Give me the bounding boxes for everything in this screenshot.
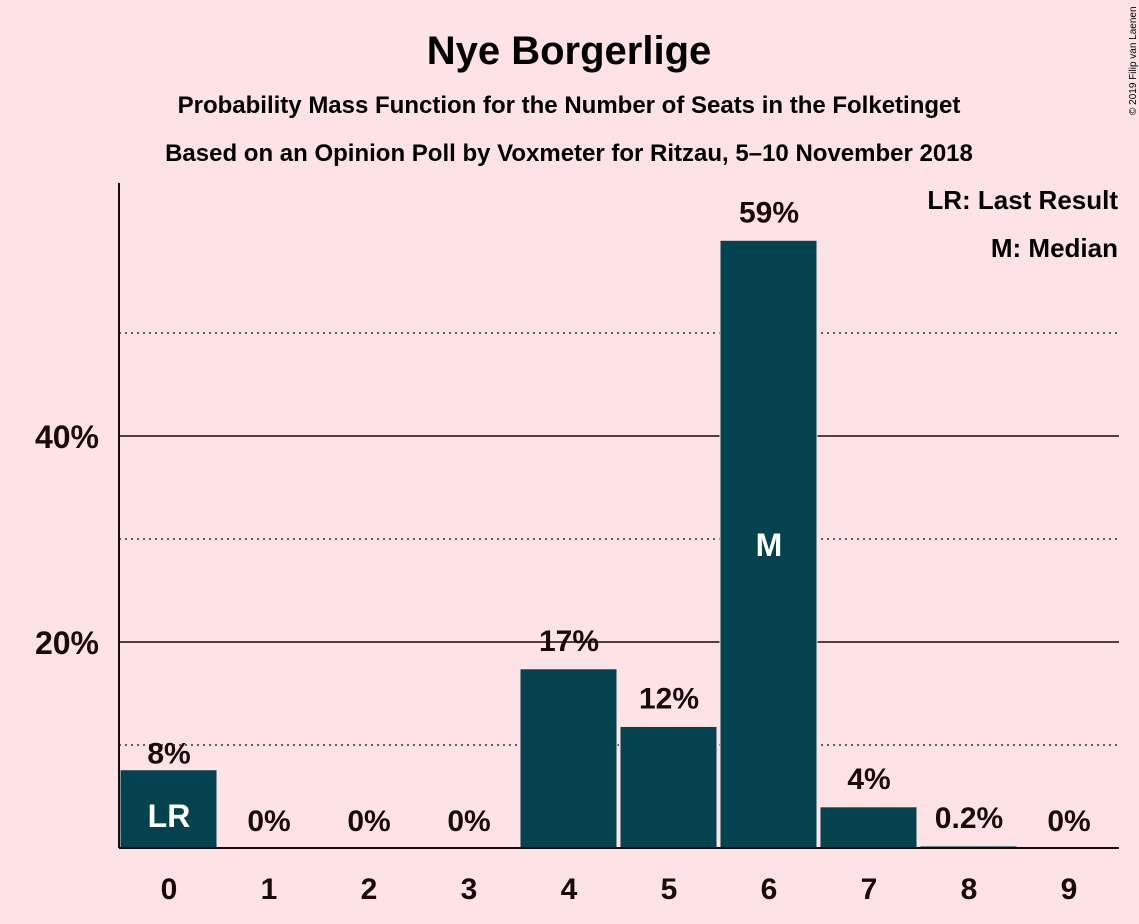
data-label-seats-1: 0% bbox=[247, 805, 290, 838]
data-label-seats-3: 0% bbox=[447, 805, 490, 838]
data-label-seats-0: 8% bbox=[147, 738, 190, 771]
x-tick-label: 7 bbox=[861, 873, 878, 906]
chart-subtitle-2: Based on an Opinion Poll by Voxmeter for… bbox=[165, 140, 973, 167]
data-label-seats-8: 0.2% bbox=[935, 802, 1003, 835]
data-label-seats-5: 12% bbox=[639, 682, 699, 715]
bar-seats-5 bbox=[619, 725, 718, 849]
x-tick-label: 9 bbox=[1061, 873, 1078, 906]
data-label-seats-9: 0% bbox=[1047, 805, 1090, 838]
x-tick-label: 1 bbox=[261, 873, 278, 906]
last-result-marker: LR bbox=[148, 798, 191, 834]
data-label-seats-2: 0% bbox=[347, 805, 390, 838]
x-tick-labels: 0 1 2 3 4 5 6 7 8 9 bbox=[161, 873, 1078, 906]
copyright-text: © 2019 Filip van Laenen bbox=[1128, 6, 1139, 115]
data-label-seats-6: 59% bbox=[739, 196, 799, 229]
legend-last-result: LR: Last Result bbox=[927, 185, 1118, 215]
x-tick-label: 2 bbox=[361, 873, 378, 906]
data-labels: 8% LR 0% 0% 0% 17% 12% 59% M 4% 0.2% 0% bbox=[147, 196, 1090, 838]
legend-median: M: Median bbox=[991, 233, 1118, 263]
x-tick-label: 0 bbox=[161, 873, 178, 906]
median-marker: M bbox=[756, 527, 783, 563]
bar-seats-0 bbox=[119, 769, 218, 849]
x-tick-label: 4 bbox=[561, 873, 578, 906]
bar-seats-4 bbox=[519, 668, 618, 849]
y-tick-label: 20% bbox=[35, 625, 99, 661]
y-tick-labels: 20% 40% bbox=[35, 419, 99, 661]
bars bbox=[119, 239, 1018, 849]
chart-subtitle: Probability Mass Function for the Number… bbox=[178, 92, 961, 119]
bar-seats-6 bbox=[719, 239, 818, 849]
data-label-seats-7: 4% bbox=[847, 763, 890, 796]
x-tick-label: 3 bbox=[461, 873, 478, 906]
x-tick-label: 6 bbox=[761, 873, 778, 906]
gridlines bbox=[119, 332, 1119, 746]
y-tick-label: 40% bbox=[35, 419, 99, 455]
x-tick-label: 8 bbox=[961, 873, 978, 906]
bar-seats-7 bbox=[819, 806, 918, 849]
chart-title: Nye Borgerlige bbox=[427, 29, 712, 73]
data-label-seats-4: 17% bbox=[539, 625, 599, 658]
x-tick-label: 5 bbox=[661, 873, 678, 906]
